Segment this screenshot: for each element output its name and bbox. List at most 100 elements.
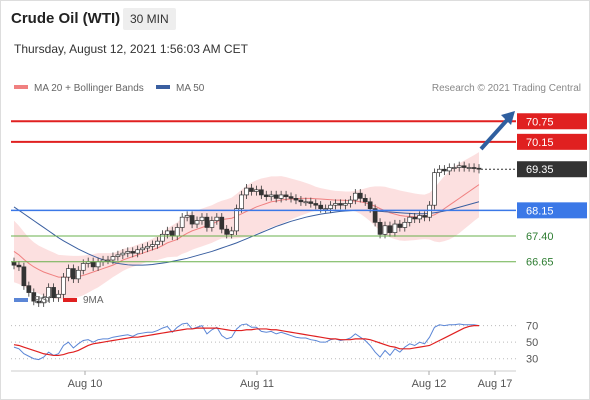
candle (456, 161, 462, 172)
candle-body (308, 201, 314, 204)
candle-body (313, 203, 319, 206)
candle (471, 163, 477, 173)
candle-body (362, 198, 368, 203)
candle-body (254, 189, 259, 192)
x-tick-label: Aug 11 (240, 378, 274, 390)
bollinger-band (14, 152, 479, 300)
candle (461, 161, 467, 172)
ma50-line (13, 201, 480, 266)
x-tick-label: Aug 10 (68, 378, 103, 390)
candle (249, 183, 254, 196)
candle (135, 245, 141, 258)
datetime-label: Thursday, August 12, 2021 1:56:03 AM CET (14, 42, 248, 56)
level-label: 67.40 (526, 231, 554, 243)
candle-body (244, 187, 249, 196)
candle-body (338, 203, 343, 206)
candle-body (26, 285, 32, 293)
price-layer (11, 152, 482, 307)
candle (21, 262, 27, 290)
level-label: 70.75 (526, 116, 554, 128)
candle-body (471, 167, 477, 169)
candle (140, 243, 145, 254)
candle-body (11, 261, 17, 266)
candle (214, 213, 220, 225)
candle-body (407, 216, 413, 223)
candle-body (95, 261, 101, 268)
candle (46, 283, 51, 302)
rsi-ma9-line (13, 325, 479, 357)
candle (392, 219, 398, 237)
candle-body (140, 247, 145, 251)
candle-body (204, 216, 210, 228)
candle (446, 163, 452, 176)
candle (268, 190, 274, 201)
candle (41, 293, 47, 307)
candle (194, 216, 200, 229)
candle (362, 194, 368, 206)
candle-body (397, 223, 403, 228)
candle-body (461, 165, 467, 168)
candle-body (427, 204, 432, 218)
candle (145, 242, 150, 253)
rsi-tick-label: 70 (526, 321, 538, 333)
candle (115, 250, 121, 261)
x-tick-label: Aug 17 (478, 378, 513, 390)
candle (387, 221, 393, 237)
candle-body (258, 189, 264, 196)
candle (442, 165, 447, 176)
candle-body (75, 269, 81, 280)
candle (333, 199, 338, 210)
candle-body (278, 194, 284, 199)
ma9-legend-label: 9MA (83, 295, 104, 306)
candle (422, 211, 427, 222)
level-label-box (517, 113, 587, 130)
candle-body (66, 268, 71, 278)
level-label: 66.65 (526, 257, 554, 269)
candle (71, 264, 76, 283)
candle (372, 204, 378, 227)
candle-body (476, 167, 482, 170)
level-label-box (517, 133, 587, 150)
candle-body (46, 287, 51, 299)
candle (466, 163, 472, 172)
rsi-line (13, 322, 480, 361)
candle (451, 163, 457, 172)
candle-body (437, 168, 442, 174)
candle (160, 230, 165, 246)
level-label-box (517, 202, 587, 219)
ma50-legend-label: MA 50 (176, 83, 205, 94)
forecast-arrow-icon (479, 111, 515, 151)
candle-body (298, 199, 304, 203)
level-label-box (517, 161, 587, 178)
candle-body (125, 251, 131, 254)
rsi-layer: 70 50 30 (11, 321, 538, 366)
candle-body (150, 244, 155, 247)
candle (199, 213, 205, 225)
candle-body (51, 287, 56, 299)
candle (75, 266, 81, 283)
candle-body (303, 201, 309, 204)
candle (283, 190, 289, 201)
candle-body (387, 225, 393, 233)
candle (130, 247, 136, 258)
candle (239, 190, 244, 213)
candle-body (442, 168, 447, 172)
candle-body (36, 300, 42, 304)
candle (105, 255, 111, 265)
candle-body (357, 192, 363, 199)
candle (357, 189, 363, 203)
candle-body (209, 220, 215, 228)
candle-body (273, 194, 279, 199)
candle-body (71, 268, 76, 280)
candle-body (184, 215, 190, 218)
candle (61, 273, 66, 299)
candle (343, 199, 348, 210)
x-tick-label: Aug 12 (412, 378, 447, 390)
timeframe-badge[interactable]: 30 MIN (123, 8, 176, 30)
candle (219, 213, 225, 234)
candle-body (239, 194, 244, 209)
candle-body (135, 249, 141, 254)
candle-body (224, 228, 230, 235)
candle-body (412, 216, 418, 220)
candle (258, 185, 264, 200)
